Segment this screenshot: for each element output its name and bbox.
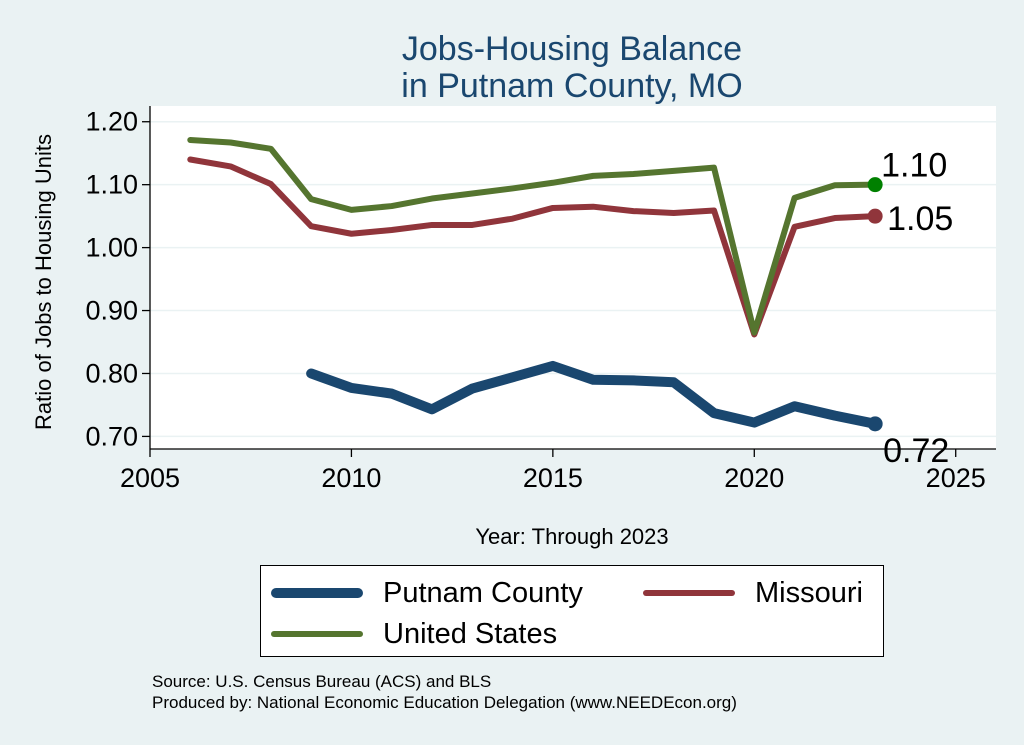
legend-item-us: United States xyxy=(271,614,557,654)
series-line-0 xyxy=(306,360,881,429)
y-tick-label: 0.90 xyxy=(85,296,138,326)
legend-swatch-putnam xyxy=(271,588,363,598)
y-tick-label: 0.70 xyxy=(85,421,138,451)
legend-item-putnam: Putnam County xyxy=(271,573,583,613)
end-labels: 0.72 1.05 1.10 xyxy=(867,147,953,470)
legend-swatch-us xyxy=(271,631,363,637)
y-tick-label: 0.80 xyxy=(85,358,138,388)
y-tick-label: 1.20 xyxy=(85,107,138,137)
legend-label-us: United States xyxy=(383,617,558,650)
producer-note: Produced by: National Economic Education… xyxy=(152,693,737,712)
axes: 0.70 0.80 0.90 1.00 1.10 1.20 2005 2010 2015 2020… xyxy=(85,106,996,493)
end-point-2 xyxy=(867,177,883,193)
chart-area: 0.70 0.80 0.90 1.00 1.10 1.20 2005 2010 2015 2020… xyxy=(31,106,996,549)
legend: Putnam County Missouri United States xyxy=(260,565,884,657)
x-tick-label: 2015 xyxy=(523,463,583,493)
legend-item-missouri: Missouri xyxy=(643,573,863,613)
chart-title-line2: in Putnam County, MO xyxy=(401,67,743,105)
plot-background xyxy=(150,106,996,449)
x-axis-label: Year: Through 2023 xyxy=(475,524,668,549)
series-line-2 xyxy=(187,136,879,336)
legend-label-missouri: Missouri xyxy=(755,576,863,609)
y-tick-label: 1.00 xyxy=(85,233,138,263)
legend-label-putnam: Putnam County xyxy=(383,576,583,609)
x-tick-label: 2005 xyxy=(120,463,180,493)
x-tick-label: 2020 xyxy=(724,463,784,493)
series-lines xyxy=(187,136,881,429)
y-axis-label: Ratio of Jobs to Housing Units xyxy=(31,134,56,430)
end-point-1 xyxy=(867,208,883,224)
x-tick-label: 2010 xyxy=(321,463,381,493)
end-point-0 xyxy=(867,416,883,432)
source-note: Source: U.S. Census Bureau (ACS) and BLS xyxy=(152,672,492,691)
x-tick-label: 2025 xyxy=(926,463,986,493)
chart-title-line1: Jobs-Housing Balance xyxy=(401,30,743,68)
y-tick-label: 1.10 xyxy=(85,170,138,200)
end-label-2: 1.10 xyxy=(881,147,947,185)
end-label-0: 0.72 xyxy=(883,432,949,470)
legend-swatch-missouri xyxy=(643,590,735,596)
end-label-1: 1.05 xyxy=(887,200,953,238)
